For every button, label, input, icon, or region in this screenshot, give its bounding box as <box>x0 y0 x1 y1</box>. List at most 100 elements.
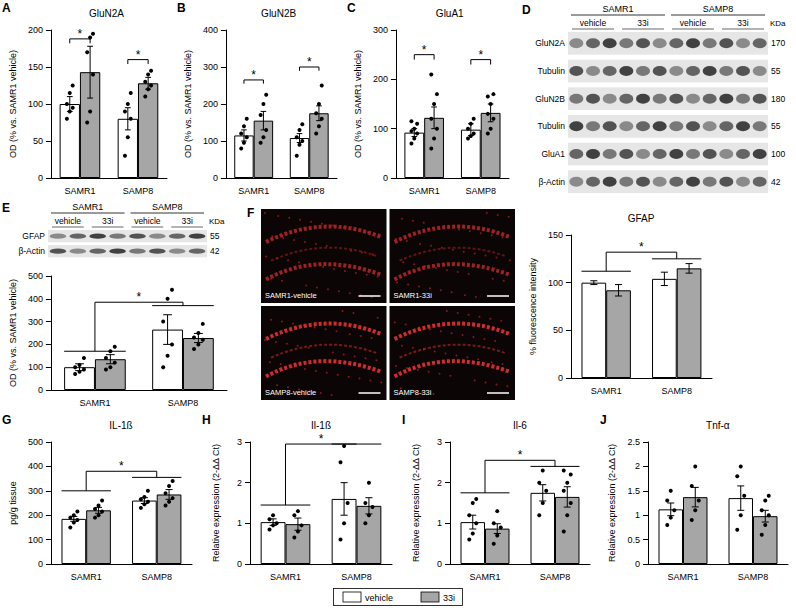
svg-text:OD (% vs. SAMR1 vehicle): OD (% vs. SAMR1 vehicle) <box>8 50 18 158</box>
svg-text:150: 150 <box>28 62 43 72</box>
svg-text:100: 100 <box>203 136 218 146</box>
svg-text:1: 1 <box>437 518 442 528</box>
svg-text:SAMR1: SAMR1 <box>469 572 500 582</box>
svg-text:H: H <box>202 413 211 427</box>
svg-text:33i: 33i <box>737 18 748 28</box>
svg-text:*: * <box>251 68 256 82</box>
svg-text:I: I <box>402 413 405 427</box>
svg-text:GluA1: GluA1 <box>436 8 464 19</box>
svg-text:50: 50 <box>33 136 43 146</box>
svg-text:200: 200 <box>203 99 218 109</box>
svg-text:3: 3 <box>437 437 442 447</box>
svg-text:50: 50 <box>553 325 563 335</box>
svg-text:OD (% vs. SAMR1 vehicle): OD (% vs. SAMR1 vehicle) <box>8 279 18 387</box>
svg-text:*: * <box>137 290 142 304</box>
svg-text:Relative expression (2-ΔΔ Ct): Relative expression (2-ΔΔ Ct) <box>607 444 617 562</box>
svg-text:D: D <box>522 3 531 17</box>
svg-text:*: * <box>78 27 83 41</box>
svg-text:SAMP8: SAMP8 <box>123 186 154 196</box>
svg-text:SAMR1: SAMR1 <box>64 186 95 196</box>
svg-text:33i: 33i <box>443 593 455 603</box>
svg-text:OD (% vs. SAMR1 vehicle): OD (% vs. SAMR1 vehicle) <box>183 50 193 158</box>
svg-text:*: * <box>518 448 523 462</box>
svg-text:100: 100 <box>28 362 43 372</box>
svg-text:A: A <box>2 1 11 15</box>
svg-text:GFAP: GFAP <box>628 213 655 224</box>
svg-text:42: 42 <box>210 246 220 256</box>
svg-text:0: 0 <box>383 173 388 183</box>
svg-text:150: 150 <box>548 230 563 240</box>
svg-text:SAMP8: SAMP8 <box>540 572 571 582</box>
svg-text:200: 200 <box>373 74 388 84</box>
svg-text:0: 0 <box>237 559 242 569</box>
svg-text:SAMR1: SAMR1 <box>602 4 633 14</box>
svg-text:GluN2A: GluN2A <box>535 38 565 48</box>
svg-text:vehicle: vehicle <box>580 18 607 28</box>
svg-text:400: 400 <box>203 25 218 35</box>
svg-text:SAMP8: SAMP8 <box>465 186 496 196</box>
svg-text:0: 0 <box>213 173 218 183</box>
svg-text:SAMP8: SAMP8 <box>341 572 372 582</box>
svg-text:Tnf-α: Tnf-α <box>706 420 730 431</box>
svg-text:*: * <box>639 240 644 254</box>
svg-text:1.5: 1.5 <box>627 486 640 496</box>
svg-text:Il-1ß: Il-1ß <box>311 420 331 431</box>
svg-text:0: 0 <box>38 173 43 183</box>
svg-text:SAMR1: SAMR1 <box>71 572 102 582</box>
svg-text:pg/g tissue: pg/g tissue <box>8 481 18 525</box>
svg-text:SAMP8: SAMP8 <box>661 386 692 396</box>
svg-text:1: 1 <box>237 518 242 528</box>
svg-text:SAMP8-vehicle: SAMP8-vehicle <box>265 388 316 397</box>
svg-text:SAMR1: SAMR1 <box>591 386 622 396</box>
svg-text:IL-1ß: IL-1ß <box>109 420 132 431</box>
svg-text:SAMR1: SAMR1 <box>270 572 301 582</box>
svg-text:SAMP8: SAMP8 <box>141 572 172 582</box>
svg-text:2: 2 <box>237 478 242 488</box>
svg-text:170: 170 <box>771 38 785 48</box>
svg-text:B: B <box>177 1 186 15</box>
svg-text:42: 42 <box>771 177 781 187</box>
svg-text:*: * <box>307 55 312 69</box>
svg-text:1: 1 <box>635 510 640 520</box>
svg-text:vehicle: vehicle <box>365 593 393 603</box>
svg-text:β-Actin: β-Actin <box>538 177 565 187</box>
svg-text:SAMP8: SAMP8 <box>152 202 183 212</box>
svg-text:55: 55 <box>771 66 781 76</box>
svg-text:100: 100 <box>28 535 43 545</box>
svg-text:SAMR1: SAMR1 <box>667 572 698 582</box>
svg-text:Relative expression (2-ΔΔ Ct): Relative expression (2-ΔΔ Ct) <box>411 444 421 562</box>
svg-text:SAMP8-33i: SAMP8-33i <box>394 388 432 397</box>
svg-text:55: 55 <box>210 231 220 241</box>
svg-text:200: 200 <box>28 25 43 35</box>
svg-text:SAMR1-33i: SAMR1-33i <box>394 291 433 300</box>
svg-text:500: 500 <box>28 437 43 447</box>
svg-text:OD (% vs. SAMR1 vehicle): OD (% vs. SAMR1 vehicle) <box>353 50 363 158</box>
svg-text:Tubulin: Tubulin <box>537 66 565 76</box>
svg-text:SAMP8: SAMP8 <box>168 398 199 408</box>
svg-text:0: 0 <box>635 559 640 569</box>
svg-text:SAMR1-vehicle: SAMR1-vehicle <box>265 291 317 300</box>
svg-text:200: 200 <box>28 339 43 349</box>
svg-text:180: 180 <box>771 94 785 104</box>
svg-text:100: 100 <box>373 124 388 134</box>
svg-text:55: 55 <box>771 121 781 131</box>
svg-text:β-Actin: β-Actin <box>18 246 45 256</box>
svg-text:3: 3 <box>237 437 242 447</box>
svg-text:vehicle: vehicle <box>134 216 161 226</box>
svg-text:300: 300 <box>373 25 388 35</box>
svg-text:Il-6: Il-6 <box>513 420 527 431</box>
svg-text:33i: 33i <box>637 18 648 28</box>
svg-text:SAMR1: SAMR1 <box>238 186 269 196</box>
svg-text:F: F <box>247 206 254 220</box>
svg-text:0: 0 <box>558 373 563 383</box>
svg-text:GluN2A: GluN2A <box>89 8 124 19</box>
svg-text:2: 2 <box>437 478 442 488</box>
svg-text:2: 2 <box>635 461 640 471</box>
svg-text:*: * <box>136 48 141 62</box>
svg-text:100: 100 <box>548 278 563 288</box>
svg-text:% fluorescence intensity: % fluorescence intensity <box>528 257 538 355</box>
svg-text:*: * <box>478 48 483 62</box>
svg-text:400: 400 <box>28 461 43 471</box>
svg-text:GluN2B: GluN2B <box>535 94 565 104</box>
svg-text:400: 400 <box>28 294 43 304</box>
